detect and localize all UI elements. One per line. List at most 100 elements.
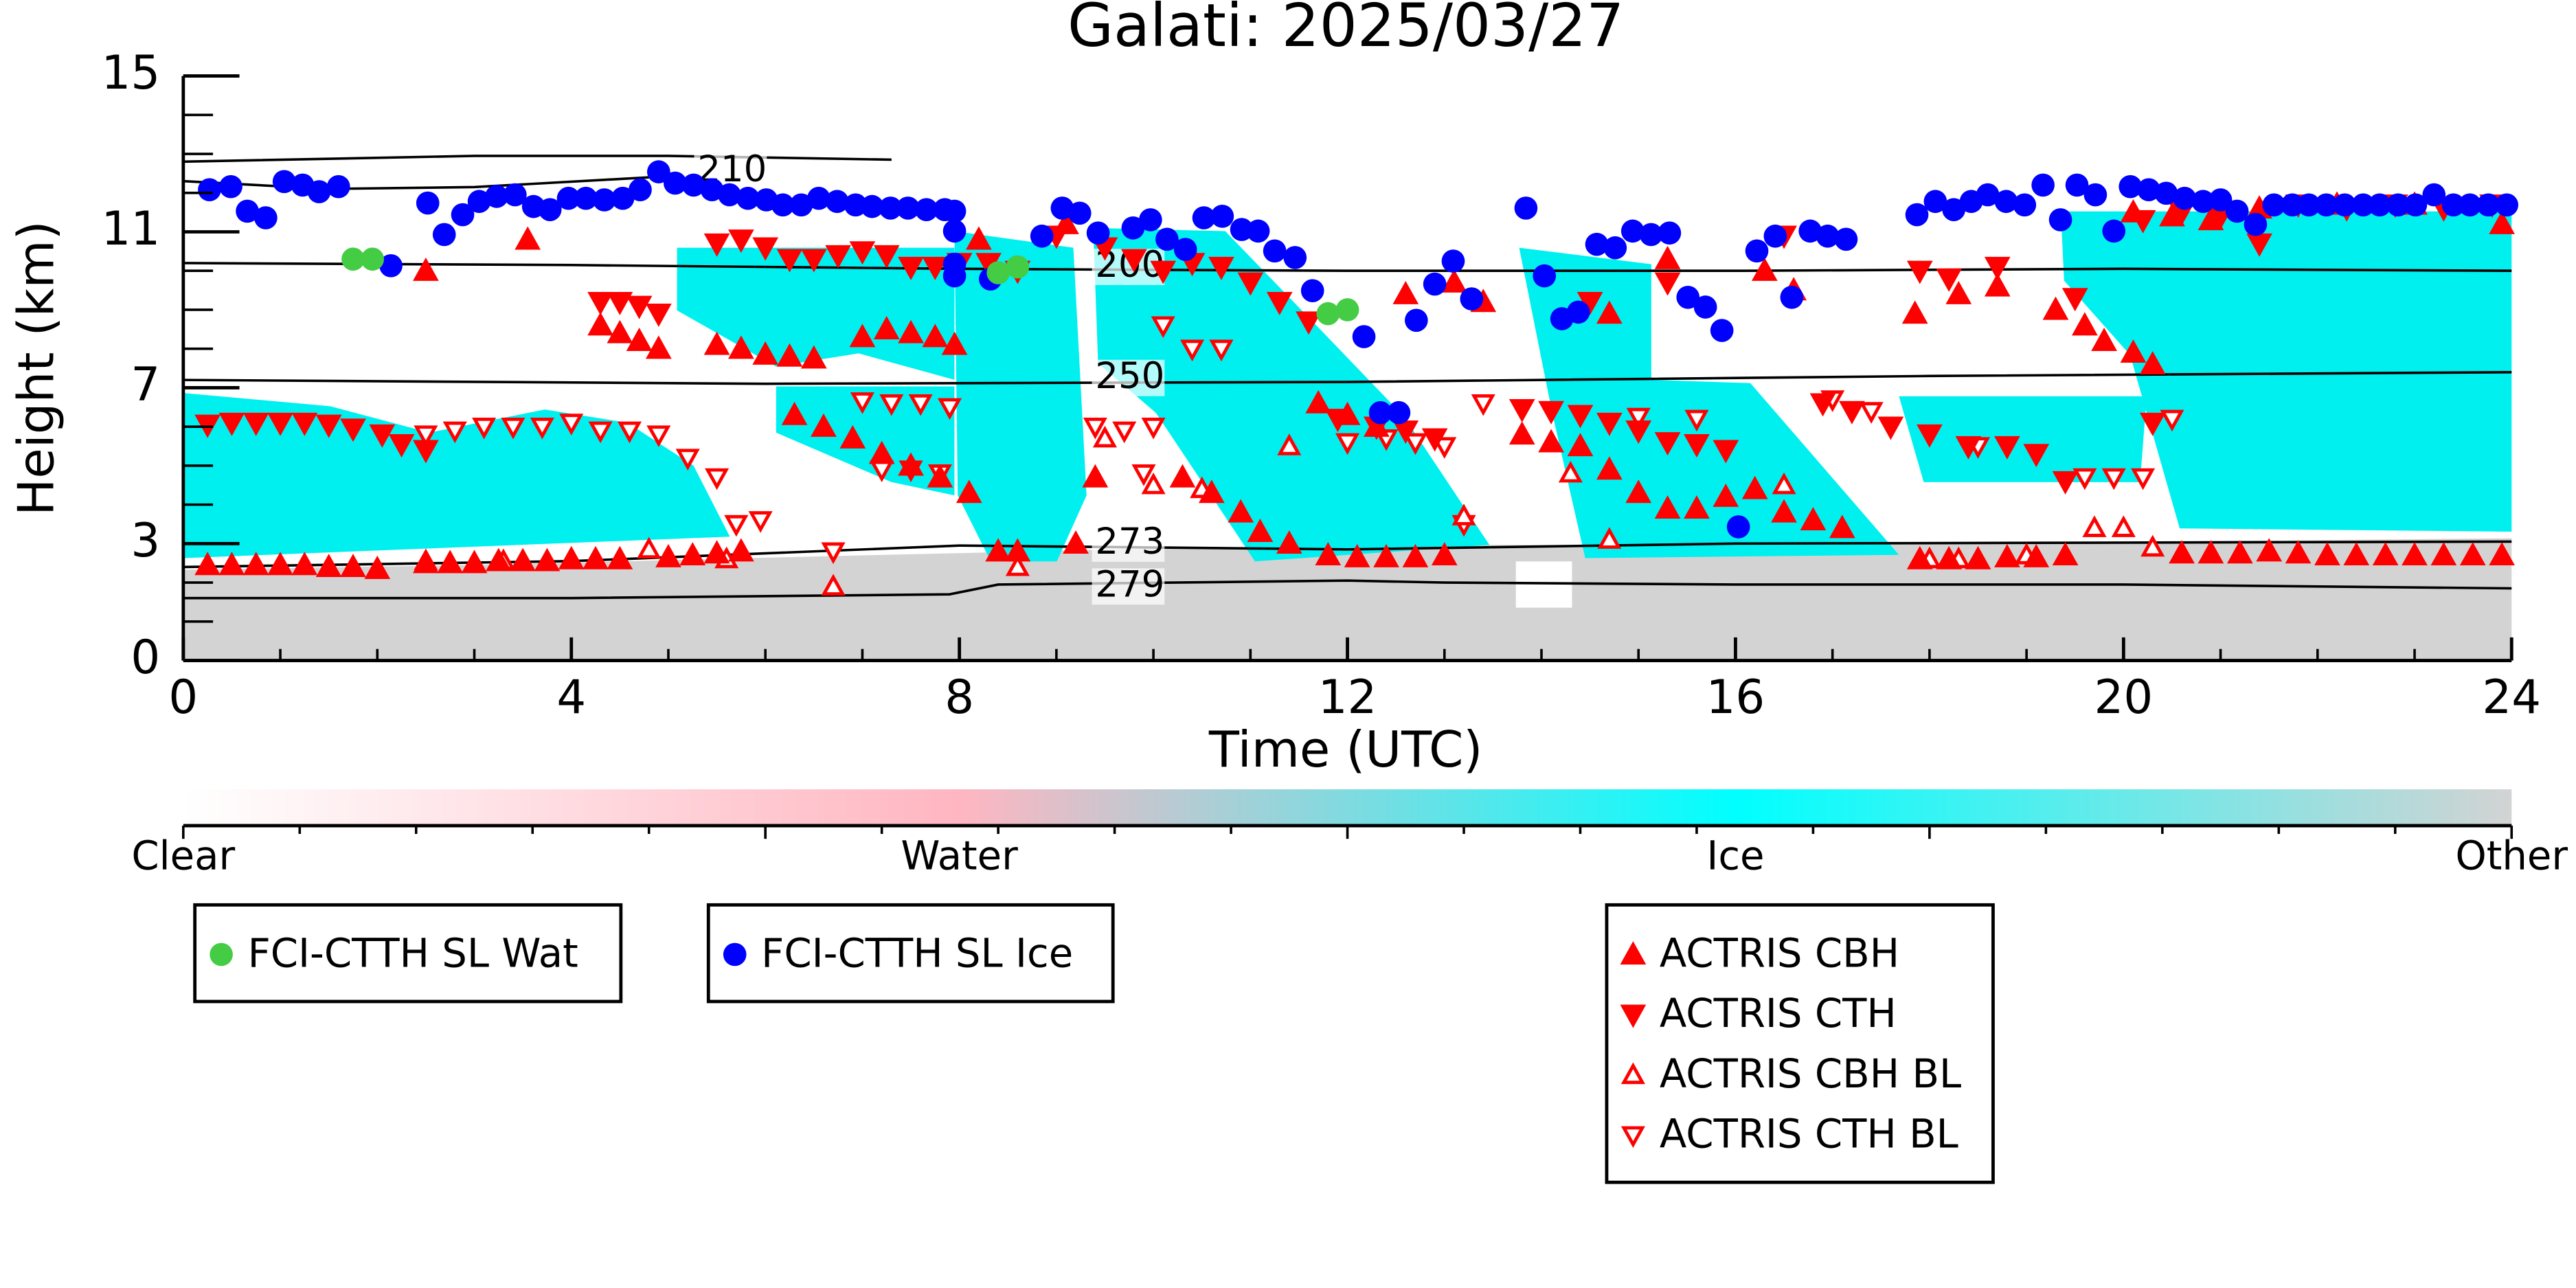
point	[2159, 203, 2185, 227]
contour-label: 279	[1095, 563, 1164, 605]
point	[705, 468, 730, 490]
point	[637, 536, 662, 559]
point	[1335, 433, 1360, 455]
point	[2495, 193, 2519, 217]
point	[2139, 412, 2166, 436]
point	[1676, 285, 1700, 309]
point	[1923, 190, 1947, 214]
point	[860, 194, 884, 218]
colorbar-ticks	[182, 825, 2513, 839]
point	[1150, 260, 1177, 284]
point	[1984, 256, 2011, 280]
point	[291, 552, 318, 576]
point	[315, 554, 342, 578]
point	[1421, 428, 1448, 452]
legend-marker	[1620, 1126, 1645, 1149]
point	[1276, 530, 1302, 554]
point	[1368, 400, 1392, 425]
point	[1432, 437, 1457, 459]
point	[1192, 206, 1216, 229]
legend-label: FCI-CTTH SL Wat	[248, 929, 578, 976]
point	[1741, 475, 1768, 499]
point	[1404, 308, 1428, 332]
point	[1745, 239, 1769, 263]
point	[2120, 199, 2147, 223]
legend-label: ACTRIS CBH BL	[1660, 1050, 1961, 1097]
point	[879, 196, 903, 220]
point	[703, 331, 730, 355]
point	[1713, 483, 1739, 507]
point	[1955, 436, 1982, 460]
point	[437, 550, 464, 574]
point	[1877, 416, 1904, 440]
point	[2314, 542, 2340, 566]
point	[503, 183, 527, 207]
point	[1596, 456, 1623, 480]
point	[718, 183, 741, 207]
point	[1139, 208, 1162, 231]
point	[942, 264, 967, 288]
point	[2368, 193, 2392, 217]
point	[388, 434, 415, 457]
point	[267, 412, 293, 436]
point	[272, 170, 296, 194]
point	[315, 414, 342, 438]
point	[966, 226, 992, 250]
point	[1984, 273, 2011, 297]
point	[1654, 245, 1681, 269]
point	[1392, 280, 1419, 304]
contour-line	[183, 155, 892, 190]
point	[2119, 174, 2143, 199]
point	[1471, 394, 1495, 416]
point	[922, 324, 949, 348]
point	[752, 237, 779, 261]
point	[941, 331, 968, 355]
point	[2297, 193, 2320, 217]
point	[1763, 224, 1787, 248]
point	[1237, 272, 1264, 296]
point	[1684, 495, 1710, 519]
colorbar-label: Water	[901, 833, 1018, 879]
point	[849, 324, 876, 348]
point	[1247, 519, 1274, 542]
point	[2137, 178, 2160, 202]
point	[2351, 193, 2375, 217]
x-tick-label: 20	[2094, 670, 2154, 724]
point	[607, 545, 633, 569]
point	[1597, 527, 1622, 549]
point	[1131, 464, 1156, 486]
point	[587, 312, 613, 336]
point	[1626, 407, 1651, 430]
point	[776, 343, 803, 367]
point	[849, 241, 876, 265]
point	[1082, 464, 1109, 488]
contour-line	[183, 371, 2512, 385]
point	[2031, 173, 2055, 197]
point	[1050, 196, 1074, 220]
point	[416, 191, 440, 215]
point	[898, 452, 924, 476]
point	[556, 186, 580, 210]
point	[1402, 543, 1429, 567]
point	[2048, 208, 2072, 231]
point	[2402, 542, 2428, 566]
point	[728, 335, 754, 359]
point	[1266, 291, 1293, 315]
point	[340, 418, 366, 442]
point	[879, 394, 904, 416]
point	[364, 555, 391, 579]
y-tick-label: 15	[102, 46, 161, 100]
point	[1305, 389, 1332, 414]
point	[414, 425, 438, 447]
point	[2101, 468, 2126, 490]
point	[681, 173, 705, 197]
point	[850, 392, 874, 414]
point	[461, 550, 488, 574]
point	[1441, 249, 1465, 273]
point	[914, 198, 938, 221]
legend-marker	[210, 942, 233, 967]
point	[2131, 468, 2156, 490]
point	[242, 552, 269, 576]
point	[1906, 545, 1933, 569]
